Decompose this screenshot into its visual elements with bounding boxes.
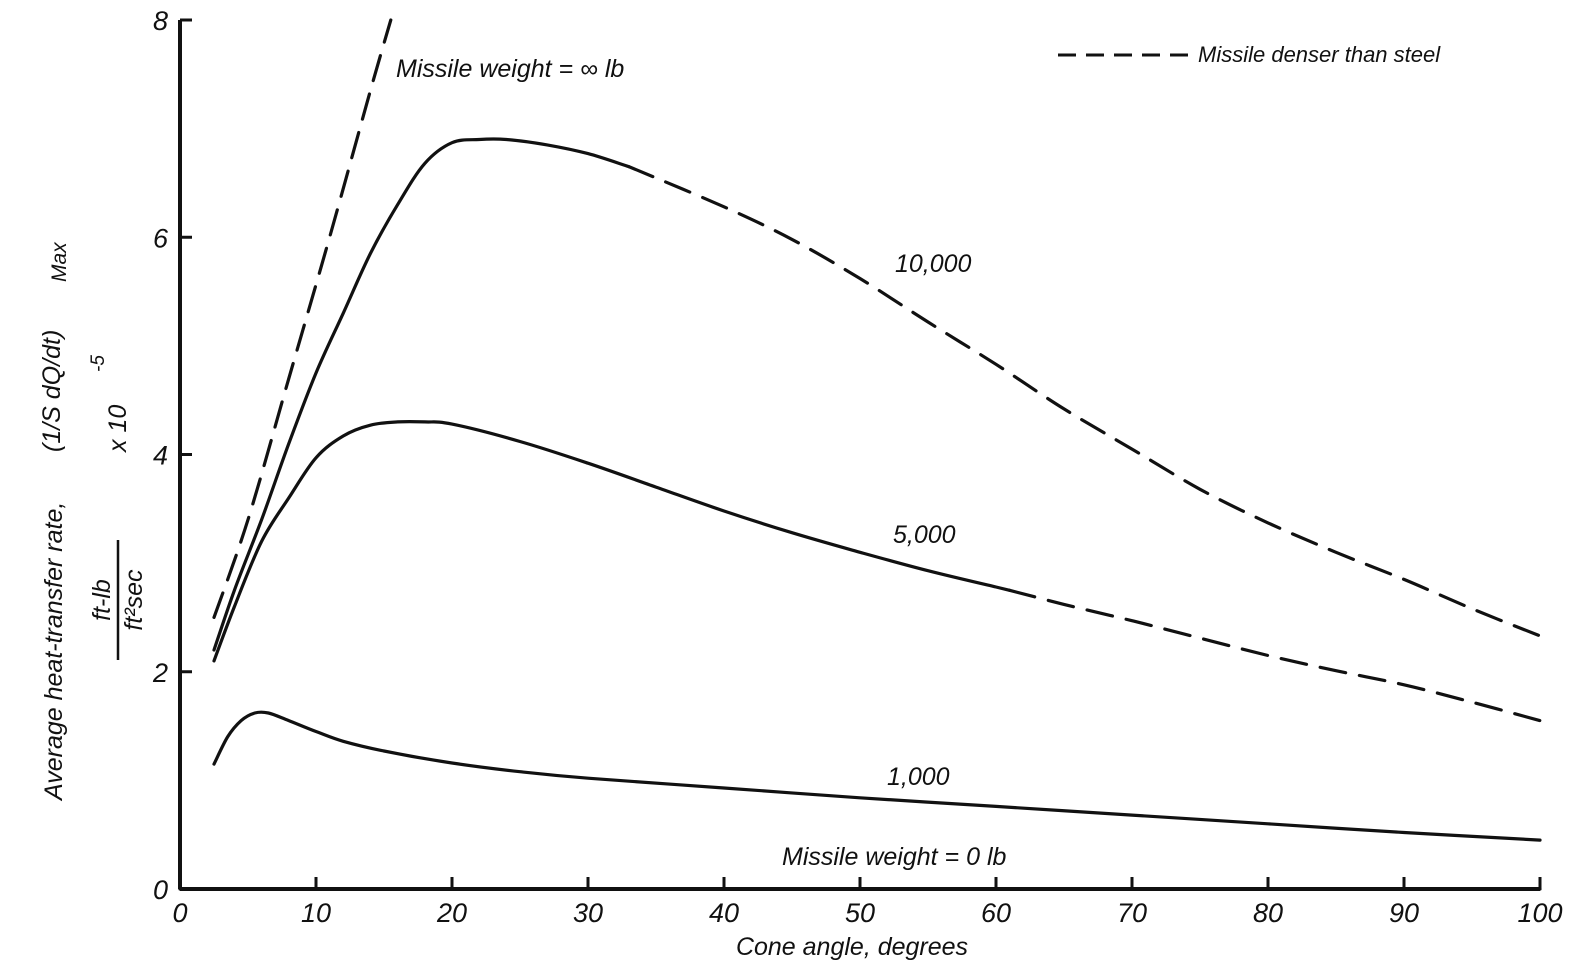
x-tick-label: 80 <box>1253 898 1283 928</box>
series-line-5-000 <box>212 420 1012 663</box>
y-axis: 0 2 4 6 8 <box>152 6 192 905</box>
y-axis-multiplier: x 10 <box>104 405 132 453</box>
y-axis-multiplier-exponent: -5 <box>88 355 109 372</box>
y-axis-units-numerator: ft-lb <box>88 579 116 621</box>
series-line-10-000 <box>212 137 631 652</box>
x-tick-label: 40 <box>709 898 739 928</box>
y-axis-units-denominator: ft²sec <box>120 569 148 631</box>
x-axis: 0 10 20 30 40 50 60 70 80 90 100 <box>172 877 1563 928</box>
x-axis-label: Cone angle, degrees <box>736 933 968 961</box>
series-label-infinite-weight: Missile weight = ∞ lb <box>396 55 624 83</box>
y-tick-label: 6 <box>153 223 169 253</box>
series-line-10-000-dense <box>627 165 1542 638</box>
series-layer <box>178 18 1542 891</box>
y-axis-label: Average heat-transfer rate, (1/S dQ/dt) … <box>38 241 148 802</box>
y-axis-label-expression: (1/S dQ/dt) <box>38 330 66 452</box>
y-tick-label: 0 <box>153 875 168 905</box>
series-line-missile-weight-lb <box>212 18 393 619</box>
x-tick-label: 90 <box>1389 898 1419 928</box>
legend: Missile denser than steel <box>1058 42 1441 67</box>
series-label-1000: 1,000 <box>887 763 950 791</box>
series-line-1-000 <box>212 710 1542 842</box>
series-label-10000: 10,000 <box>895 250 972 278</box>
series-line-5-000-dense <box>1008 588 1542 723</box>
x-tick-label: 60 <box>981 898 1011 928</box>
series-label-5000: 5,000 <box>893 521 956 549</box>
x-tick-label: 30 <box>573 898 603 928</box>
x-tick-label: 0 <box>172 898 187 928</box>
series-label-zero-weight: Missile weight = 0 lb <box>782 843 1006 871</box>
x-ticks: 0 10 20 30 40 50 60 70 80 90 100 <box>172 877 1563 928</box>
y-ticks: 0 2 4 6 8 <box>152 6 192 905</box>
y-tick-label: 2 <box>152 658 168 688</box>
y-axis-label-subscript: Max <box>48 241 71 282</box>
x-tick-label: 20 <box>436 898 467 928</box>
legend-label: Missile denser than steel <box>1198 42 1441 67</box>
y-tick-label: 4 <box>153 441 168 471</box>
x-tick-label: 100 <box>1517 898 1562 928</box>
x-tick-label: 70 <box>1117 898 1147 928</box>
y-tick-label: 8 <box>153 6 168 36</box>
x-tick-label: 50 <box>845 898 875 928</box>
y-axis-label-main: Average heat-transfer rate, <box>40 502 68 802</box>
x-tick-label: 10 <box>301 898 331 928</box>
